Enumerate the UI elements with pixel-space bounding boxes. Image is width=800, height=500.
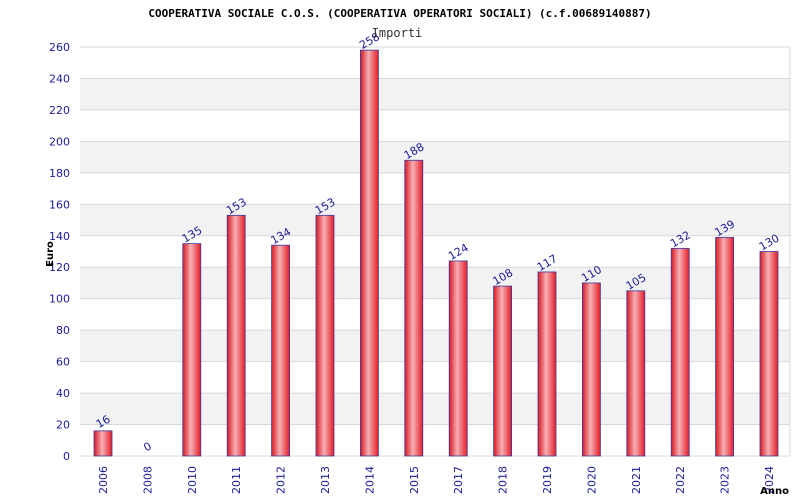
bar-2022 bbox=[670, 247, 690, 457]
y-tick-label: 40 bbox=[56, 387, 70, 400]
x-axis-ticks: 2006 2008 2010 2011 2012 2013 2014 2015 2017 2018… bbox=[97, 466, 776, 494]
x-axis-label: Anno bbox=[760, 486, 789, 497]
x-tick-label: 2017 bbox=[452, 466, 465, 494]
x-tick-label: 2021 bbox=[630, 466, 643, 494]
chart-title: COOPERATIVA SOCIALE C.O.S. (COOPERATIVA … bbox=[148, 7, 651, 20]
x-tick-label: 2008 bbox=[141, 466, 154, 494]
y-tick-label: 260 bbox=[49, 41, 70, 54]
y-tick-label: 220 bbox=[49, 104, 70, 117]
x-tick-label: 2023 bbox=[719, 466, 732, 494]
y-tick-label: 0 bbox=[63, 450, 70, 463]
x-tick-label: 2024 bbox=[763, 466, 776, 494]
y-tick-label: 80 bbox=[56, 324, 70, 337]
bar-2010 bbox=[182, 243, 202, 457]
bar-2020 bbox=[582, 282, 601, 457]
data-label: 16 bbox=[94, 413, 113, 431]
bar-2021 bbox=[626, 290, 646, 457]
bar-2006 bbox=[93, 430, 113, 457]
y-axis-label: Euro bbox=[45, 241, 56, 267]
x-tick-label: 2019 bbox=[541, 466, 554, 494]
bar-2018 bbox=[493, 285, 513, 457]
y-axis-ticks: 0 20 40 60 80 100 120 140 160 180 200 220 240 260 bbox=[49, 41, 70, 463]
y-tick-label: 120 bbox=[49, 261, 70, 274]
y-tick-label: 180 bbox=[49, 167, 70, 180]
x-tick-label: 2015 bbox=[408, 466, 421, 494]
y-tick-label: 240 bbox=[49, 72, 70, 85]
bar-2014 bbox=[359, 49, 379, 457]
x-tick-label: 2018 bbox=[497, 466, 510, 494]
x-tick-label: 2010 bbox=[186, 466, 199, 494]
bar-2023 bbox=[715, 236, 734, 457]
bars bbox=[93, 49, 779, 457]
y-tick-label: 200 bbox=[49, 135, 70, 148]
bar-2024 bbox=[759, 251, 779, 457]
bar-2017 bbox=[448, 260, 468, 457]
bar-2012 bbox=[271, 244, 291, 457]
y-tick-label: 140 bbox=[49, 230, 70, 243]
bar-2013 bbox=[315, 214, 335, 457]
grid-band bbox=[80, 141, 790, 173]
y-tick-label: 60 bbox=[56, 356, 70, 369]
bar-2015 bbox=[404, 159, 424, 457]
y-tick-label: 160 bbox=[49, 198, 70, 211]
x-tick-label: 2013 bbox=[319, 466, 332, 494]
x-tick-label: 2006 bbox=[97, 466, 110, 494]
x-tick-label: 2011 bbox=[230, 466, 243, 494]
bar-2019 bbox=[537, 271, 557, 457]
chart-subtitle: Importi bbox=[372, 26, 423, 40]
data-label: 124 bbox=[446, 241, 471, 263]
x-tick-label: 2020 bbox=[585, 466, 598, 494]
y-tick-label: 20 bbox=[56, 419, 70, 432]
grid-band bbox=[80, 78, 790, 110]
data-label: 0 bbox=[141, 440, 154, 455]
x-tick-label: 2022 bbox=[674, 466, 687, 494]
x-tick-label: 2014 bbox=[363, 466, 376, 494]
grid-band bbox=[80, 204, 790, 236]
y-tick-label: 100 bbox=[49, 293, 70, 306]
x-tick-label: 2012 bbox=[275, 466, 288, 494]
bar-2011 bbox=[226, 214, 246, 457]
